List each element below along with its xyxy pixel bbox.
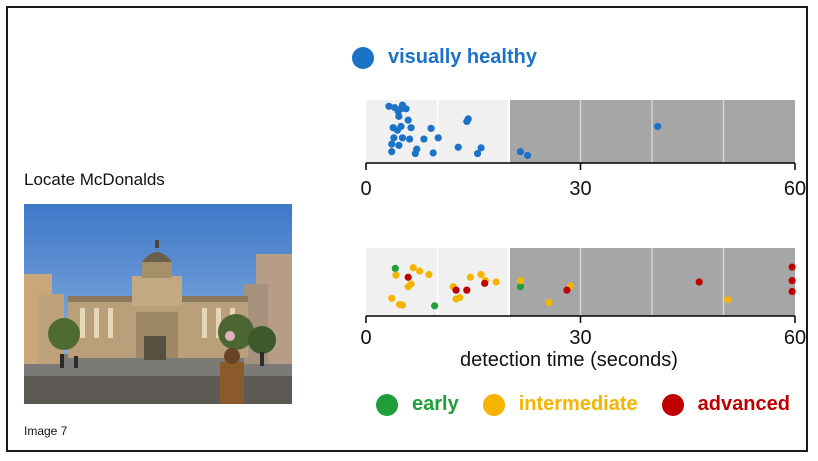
point-advanced [463,286,471,294]
point-healthy [404,116,412,124]
point-healthy [395,112,403,120]
point-advanced [788,277,796,285]
point-advanced [788,287,796,296]
legend-dot-healthy [352,46,374,69]
legend-top: visually healthy [352,46,561,69]
scene-photo [24,204,292,404]
point-healthy [397,122,405,131]
point-intermediate [392,271,400,279]
point-advanced [788,263,796,271]
point-early [431,302,439,310]
point-advanced [404,273,412,281]
point-healthy [388,148,396,156]
panel-1-x-tick-label: 0 [360,327,371,349]
point-healthy [434,134,442,142]
panel-1-x-tick-label: 30 [569,327,591,349]
point-intermediate [425,270,433,279]
panel-0-x-tick-label: 30 [569,178,591,200]
point-healthy [454,143,462,151]
scene-illustration [24,204,292,404]
point-healthy [427,124,435,132]
x-axis-label: detection time (seconds) [460,349,678,371]
point-advanced [481,279,489,287]
point-healthy [473,149,482,158]
legend-bottom: early intermediate advanced [376,393,814,416]
task-label: Locate McDonalds [24,170,165,189]
point-early [391,264,399,272]
point-intermediate [409,264,417,272]
point-healthy [390,134,398,142]
image-caption: Image 7 [24,424,68,438]
point-intermediate [388,294,396,302]
panel-1-x-tick-label: 60 [784,327,806,349]
panel-0-x-tick-label: 0 [360,178,371,200]
point-advanced [563,286,571,294]
point-healthy [420,135,428,143]
point-intermediate [456,294,464,302]
point-early [516,283,525,291]
point-healthy [516,148,525,156]
legend-label-healthy: visually healthy [388,46,537,68]
point-healthy [411,149,419,158]
point-intermediate [724,296,732,304]
panel-0-x-tick-label: 60 [784,178,806,200]
point-intermediate [477,270,485,279]
point-healthy [398,134,407,142]
point-intermediate [545,298,553,306]
point-advanced [452,286,460,294]
point-healthy [429,149,437,157]
point-intermediate [416,267,424,275]
point-healthy [463,117,471,126]
point-healthy [406,135,414,143]
point-healthy [407,124,415,132]
point-healthy [523,151,532,160]
point-healthy [388,140,396,148]
legend-dot-advanced [661,393,684,416]
point-healthy [402,105,410,113]
point-intermediate [516,277,525,285]
legend-label-early: early [412,393,459,415]
legend-label-intermediate: intermediate [518,393,638,415]
legend-dot-early [376,393,398,416]
point-healthy [477,144,485,152]
point-intermediate [396,300,404,309]
point-healthy [385,102,393,110]
point-intermediate [466,273,474,281]
point-healthy [395,141,403,149]
legend-dot-intermediate [482,393,505,416]
legend-label-advanced: advanced [697,393,790,415]
point-intermediate [492,278,500,286]
point-advanced [695,278,703,286]
point-intermediate [404,283,412,291]
point-healthy [654,122,662,131]
